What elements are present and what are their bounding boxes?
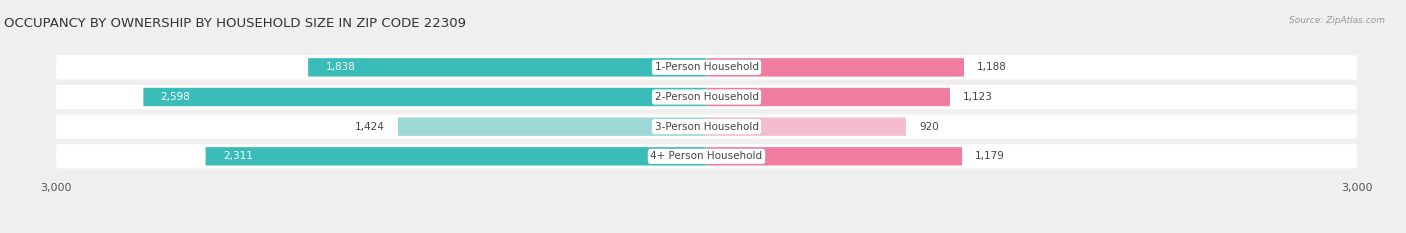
Text: 2-Person Household: 2-Person Household — [655, 92, 758, 102]
FancyBboxPatch shape — [707, 147, 962, 165]
Text: 1,123: 1,123 — [963, 92, 993, 102]
Text: 1,838: 1,838 — [325, 62, 356, 72]
FancyBboxPatch shape — [707, 58, 965, 77]
Text: 1,179: 1,179 — [976, 151, 1005, 161]
FancyBboxPatch shape — [398, 117, 707, 136]
FancyBboxPatch shape — [56, 114, 1357, 139]
FancyBboxPatch shape — [56, 85, 1357, 109]
Text: 1-Person Household: 1-Person Household — [655, 62, 758, 72]
Text: 1,424: 1,424 — [354, 122, 385, 132]
FancyBboxPatch shape — [205, 147, 707, 165]
FancyBboxPatch shape — [308, 58, 707, 77]
Text: Source: ZipAtlas.com: Source: ZipAtlas.com — [1289, 16, 1385, 25]
Text: 1,188: 1,188 — [977, 62, 1007, 72]
Text: OCCUPANCY BY OWNERSHIP BY HOUSEHOLD SIZE IN ZIP CODE 22309: OCCUPANCY BY OWNERSHIP BY HOUSEHOLD SIZE… — [4, 17, 467, 30]
Text: 2,598: 2,598 — [160, 92, 191, 102]
Text: 4+ Person Household: 4+ Person Household — [651, 151, 762, 161]
Text: 2,311: 2,311 — [224, 151, 253, 161]
FancyBboxPatch shape — [56, 144, 1357, 168]
FancyBboxPatch shape — [707, 117, 905, 136]
Text: 920: 920 — [920, 122, 939, 132]
Text: 3-Person Household: 3-Person Household — [655, 122, 758, 132]
FancyBboxPatch shape — [707, 88, 950, 106]
FancyBboxPatch shape — [56, 55, 1357, 79]
FancyBboxPatch shape — [143, 88, 707, 106]
